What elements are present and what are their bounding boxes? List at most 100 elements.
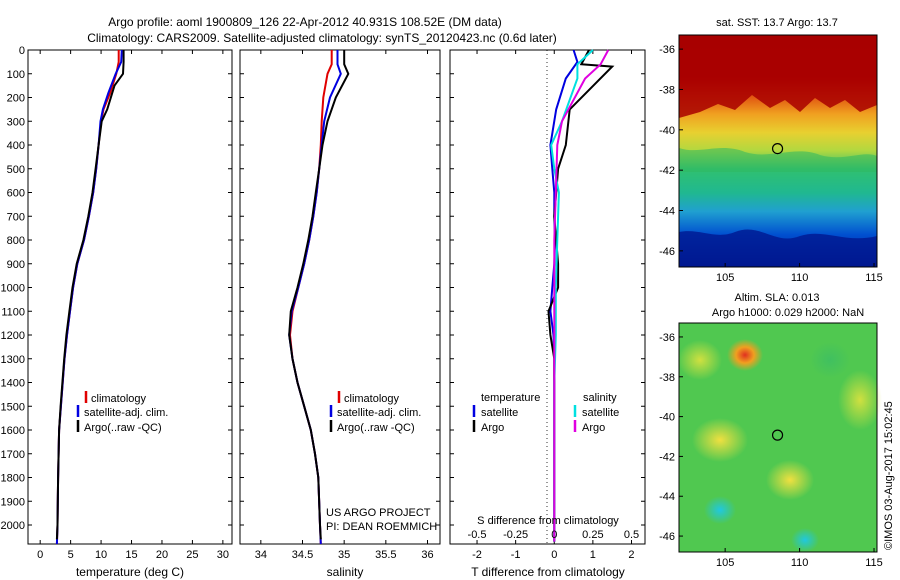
- salinity-frame: [239, 49, 441, 545]
- legend-label-s-satellite: satellite: [582, 407, 619, 419]
- x-tick-label: 15: [125, 549, 137, 561]
- map-x-tick-label: 105: [716, 557, 734, 569]
- x-tick-label: 35: [338, 549, 350, 561]
- x-tick-label: -2: [472, 549, 482, 561]
- y-tick-label: 1000: [1, 283, 25, 295]
- temperature-xlabel: temperature (deg C): [76, 565, 184, 579]
- x-tick-label: -1: [511, 549, 521, 561]
- y-tick-label: 900: [7, 259, 25, 271]
- s-tick-label: 0: [551, 529, 557, 541]
- series-line-argo---raw--qc-: [288, 50, 350, 540]
- s-difference-ticks: -0.5 -0.25 0 0.25 0.5: [468, 529, 640, 541]
- salinity-legend: climatology satellite-adj. clim. Argo(..…: [329, 391, 421, 434]
- y-tick-label: 800: [7, 235, 25, 247]
- sst-cold-region: [679, 229, 877, 267]
- sst-warm-region: [679, 35, 877, 118]
- map-x-tick-label: 115: [865, 557, 883, 569]
- temperature-series: [55, 49, 125, 545]
- x-tick-label: 25: [186, 549, 198, 561]
- map-y-tick-label: -40: [659, 412, 675, 424]
- y-tick-label: 100: [7, 69, 25, 81]
- t-difference-xlabel: T difference from climatology: [471, 565, 625, 579]
- pi-label: PI: DEAN ROEMMICH: [326, 521, 437, 533]
- legend-title-temperature: temperature: [481, 392, 540, 404]
- sla-map-panel: Altim. SLA: 0.013 Argo h1000: 0.029 h200…: [659, 292, 883, 569]
- map-x-tick-label: 115: [865, 272, 883, 284]
- map-x-tick-label: 110: [791, 557, 809, 569]
- map-y-tick-label: -42: [659, 165, 675, 177]
- y-tick-label: 1600: [1, 425, 25, 437]
- map-y-tick-label: -40: [659, 125, 675, 137]
- x-tick-label: 20: [156, 549, 168, 561]
- y-tick-label: 300: [7, 116, 25, 128]
- map-y-tick-label: -36: [659, 332, 675, 344]
- legend-label-s-argo: Argo: [582, 422, 605, 434]
- sst-front: [679, 148, 877, 172]
- difference-panel: -2 -1 0 1 2 T difference from climatology S …: [449, 49, 646, 579]
- y-tick-label: 200: [7, 93, 25, 105]
- sla-high-anomaly: [727, 339, 763, 371]
- y-tick-label: 0: [19, 45, 25, 57]
- y-tick-label: 1800: [1, 473, 25, 485]
- sla-low-anomaly: [704, 496, 736, 524]
- y-tick-label: 1500: [1, 401, 25, 413]
- map-y-tick-label: -44: [659, 491, 675, 503]
- legend-label-argo: Argo(..raw -QC): [84, 422, 162, 434]
- difference-x-axis: -2 -1 0 1 2: [450, 49, 645, 561]
- x-tick-label: 5: [68, 549, 74, 561]
- temperature-x-axis: 0 5 10 15 20 25 30: [37, 50, 229, 561]
- x-tick-label: 34.5: [292, 549, 313, 561]
- sla-anomaly: [692, 418, 748, 462]
- series-line-s-argo: [553, 49, 610, 542]
- imos-stamp: ©IMOS 03-Aug-2017 15:02:45: [883, 401, 895, 550]
- series-line-s-satellite: [550, 49, 594, 542]
- x-tick-label: 34: [255, 549, 267, 561]
- s-tick-label: 0.25: [582, 529, 603, 541]
- sst-frame: [678, 34, 878, 268]
- sla-anomaly: [678, 340, 722, 380]
- sst-title: sat. SST: 13.7 Argo: 13.7: [716, 17, 838, 29]
- temperature-frame: [27, 49, 233, 545]
- s-difference-xlabel: S difference from climatology: [477, 515, 619, 527]
- x-tick-label: 36: [421, 549, 433, 561]
- map-y-tick-label: -38: [659, 372, 675, 384]
- legend-label-satellite: satellite-adj. clim.: [84, 407, 168, 419]
- salinity-xlabel: salinity: [327, 565, 364, 579]
- sla-axes: 105 110 115 -36 -38 -40 -42 -44 -46: [659, 332, 883, 569]
- s-tick-label: -0.5: [468, 529, 487, 541]
- y-tick-label: 1100: [1, 306, 25, 318]
- sla-anomaly: [766, 460, 814, 500]
- salinity-x-axis: 34 34.5 35 35.5 36: [240, 49, 440, 561]
- legend-label-t-argo: Argo: [481, 422, 504, 434]
- x-tick-label: 10: [95, 549, 107, 561]
- x-tick-label: 0: [551, 549, 557, 561]
- title-line2: Climatology: CARS2009. Satellite-adjuste…: [87, 31, 557, 45]
- difference-series: [547, 49, 615, 542]
- map-y-tick-label: -42: [659, 451, 675, 463]
- difference-legend: temperature satellite Argo salinity sate…: [472, 392, 619, 434]
- y-tick-label: 1700: [1, 449, 25, 461]
- y-tick-label: 1900: [1, 496, 25, 508]
- series-line-satellite-adj--clim-: [55, 49, 123, 545]
- legend-label-satellite: satellite-adj. clim.: [337, 407, 421, 419]
- x-tick-label: 2: [628, 549, 634, 561]
- salinity-series: [288, 50, 350, 545]
- y-tick-label: 1200: [1, 330, 25, 342]
- difference-frame: [449, 49, 646, 545]
- sst-float-marker: [771, 142, 784, 155]
- s-tick-label: -0.25: [503, 529, 528, 541]
- sla-low-anomaly: [791, 528, 819, 552]
- y-tick-label: 400: [7, 140, 25, 152]
- legend-label-t-satellite: satellite: [481, 407, 518, 419]
- map-y-tick-label: -36: [659, 44, 675, 56]
- map-y-tick-label: -46: [659, 531, 675, 543]
- s-tick-label: 0.5: [624, 529, 639, 541]
- legend-label-argo: Argo(..raw -QC): [337, 422, 415, 434]
- x-tick-label: 0: [37, 549, 43, 561]
- sla-title1: Altim. SLA: 0.013: [735, 292, 820, 304]
- salinity-panel: 34 34.5 35 35.5 36 salinity climatology sate…: [239, 49, 441, 579]
- series-line-argo---raw--qc-: [55, 50, 125, 540]
- y-tick-label: 1400: [1, 378, 25, 390]
- map-y-tick-label: -46: [659, 246, 675, 258]
